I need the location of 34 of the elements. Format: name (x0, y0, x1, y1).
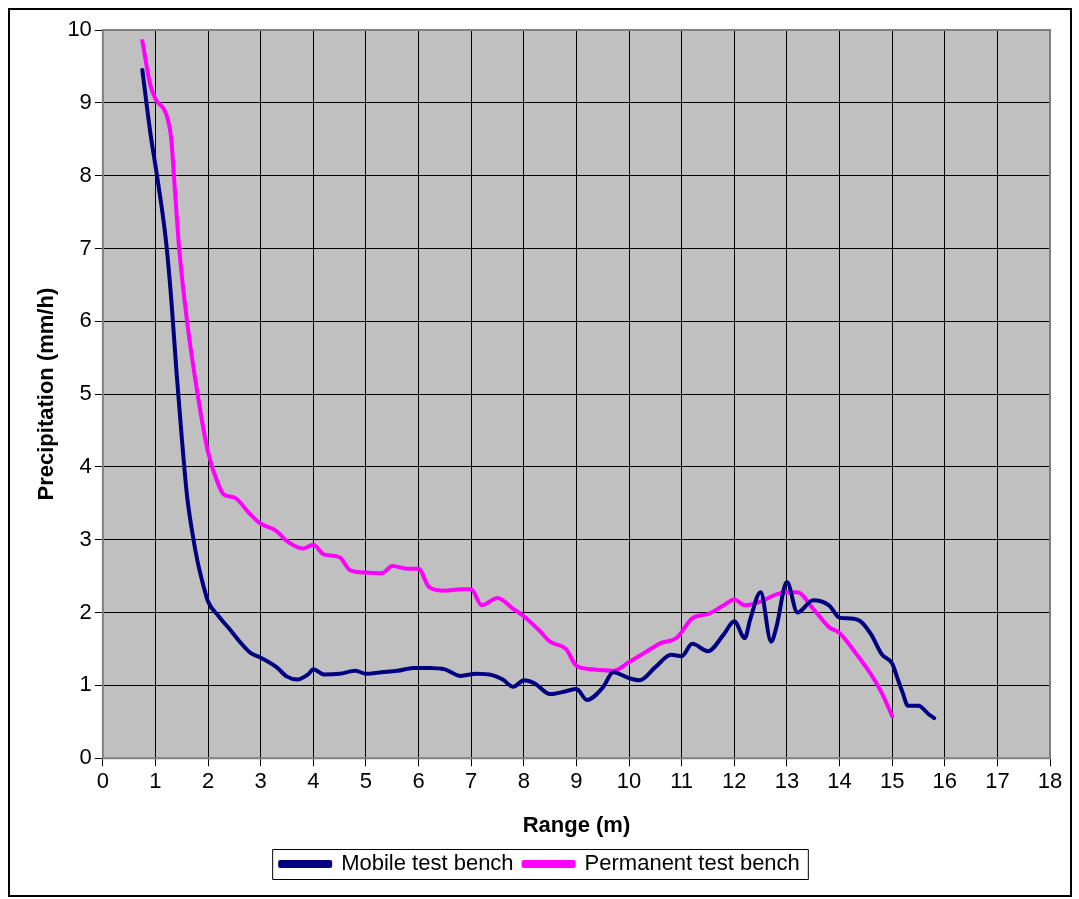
x-tick-label: 3 (254, 768, 267, 794)
x-tick-label: 18 (1037, 768, 1063, 794)
y-tick-label: 2 (79, 598, 92, 624)
x-tick-label: 17 (985, 768, 1010, 794)
x-tick-label: 0 (96, 768, 109, 794)
x-tick-label: 8 (517, 768, 530, 794)
legend-label: Mobile test bench (341, 850, 514, 876)
x-tick-label: 15 (879, 768, 905, 794)
x-tick-label: 1 (149, 768, 162, 794)
y-tick-label: 10 (67, 16, 92, 42)
x-axis-title: Range (m) (522, 811, 631, 837)
x-tick-label: 12 (722, 768, 747, 794)
y-tick-label: 9 (79, 88, 92, 114)
x-tick-label: 9 (570, 768, 583, 794)
x-tick-label: 6 (412, 768, 425, 794)
y-tick-label: 3 (79, 525, 92, 551)
y-tick-label: 8 (79, 161, 92, 187)
y-tick-label: 7 (79, 234, 92, 260)
x-tick-label: 2 (201, 768, 215, 794)
x-tick-label: 13 (774, 768, 800, 794)
x-tick-label: 10 (616, 768, 642, 794)
x-tick-label: 5 (359, 768, 373, 794)
y-tick-label: 6 (79, 307, 92, 333)
x-tick-label: 16 (932, 768, 958, 794)
y-tick-label: 4 (79, 452, 92, 478)
y-axis-title: Precipitation (mm/h) (33, 287, 59, 501)
x-tick-label: 4 (307, 768, 320, 794)
y-tick-label: 1 (79, 671, 92, 697)
x-tick-label: 11 (670, 768, 694, 794)
y-tick-label: 5 (79, 380, 92, 406)
y-tick-label: 0 (79, 744, 92, 770)
x-tick-label: 7 (465, 768, 478, 794)
legend-label: Permanent test bench (584, 850, 800, 876)
x-tick-label: 14 (827, 768, 852, 794)
